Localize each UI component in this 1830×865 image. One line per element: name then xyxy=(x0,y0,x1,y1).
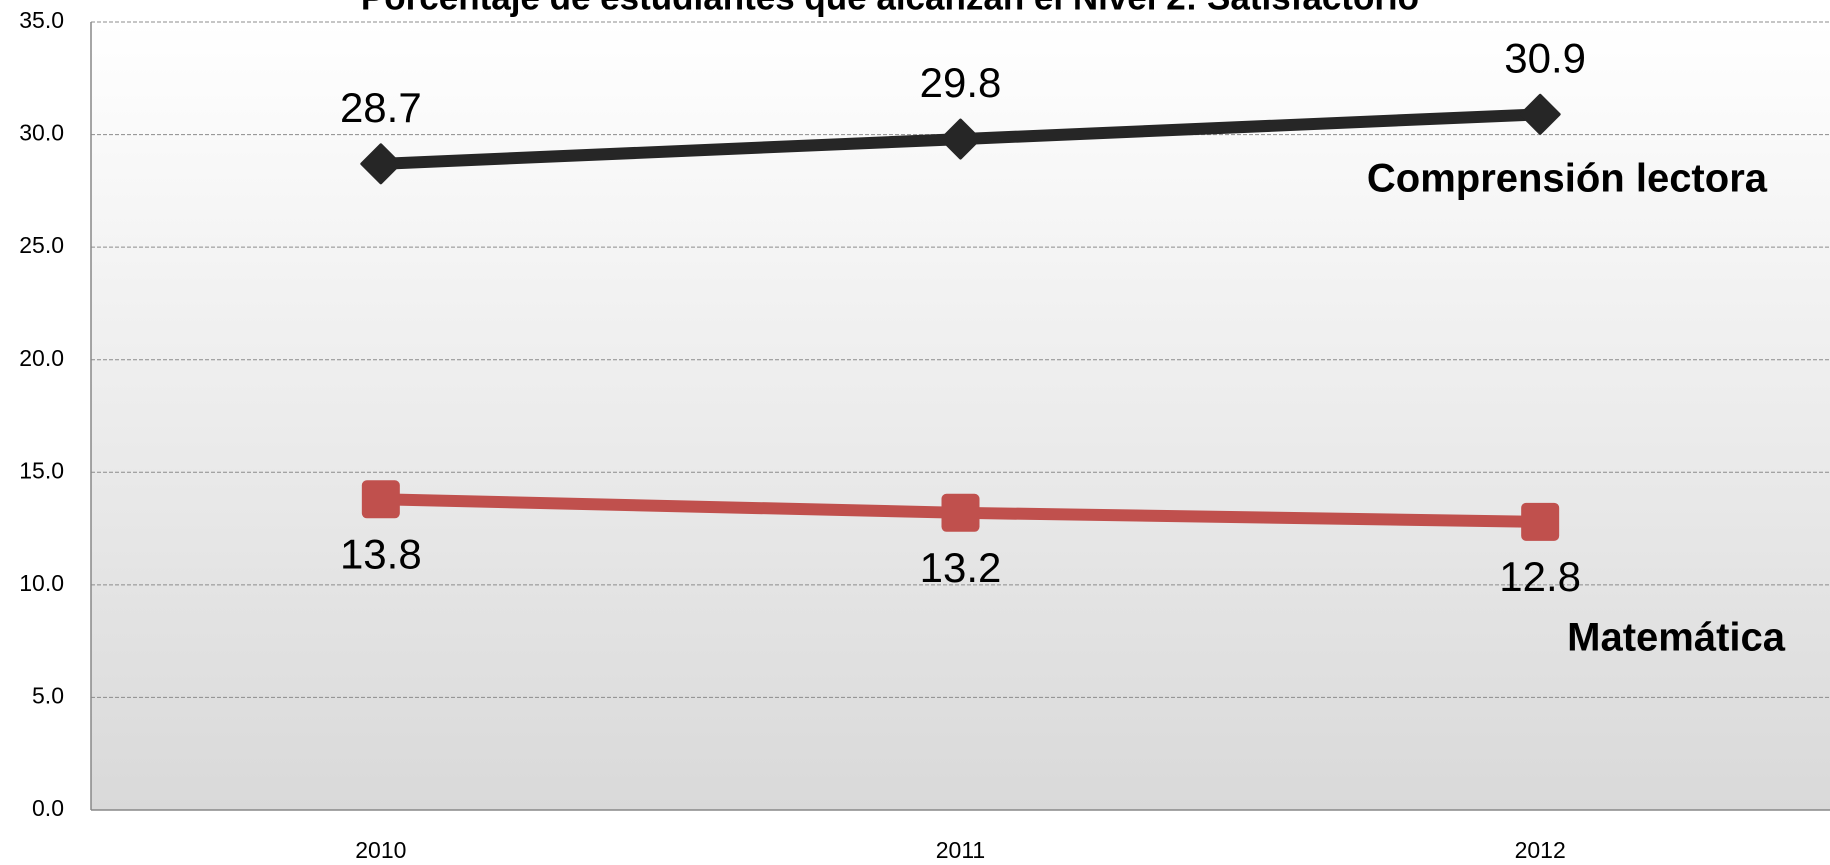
chart-title: Porcentaje de estudiantes que alcanzan e… xyxy=(361,0,1419,17)
y-tick-label: 35.0 xyxy=(19,7,64,33)
data-label: 28.7 xyxy=(340,84,422,131)
marker xyxy=(941,493,980,532)
data-label: 13.2 xyxy=(920,544,1002,591)
y-tick-label: 30.0 xyxy=(19,120,64,146)
series-label: Comprensión lectora xyxy=(1367,157,1768,201)
y-tick-label: 10.0 xyxy=(19,570,64,596)
y-tick-label: 5.0 xyxy=(32,683,64,709)
y-tick-label: 0.0 xyxy=(32,795,64,821)
y-tick-label: 15.0 xyxy=(19,457,64,483)
data-label: 12.8 xyxy=(1499,553,1581,600)
marker xyxy=(1519,93,1561,135)
marker xyxy=(940,118,981,160)
series-label: Matemática xyxy=(1567,616,1786,660)
marker xyxy=(1521,502,1560,541)
y-tick-label: 25.0 xyxy=(19,232,64,258)
data-label: 30.9 xyxy=(1504,34,1586,81)
marker xyxy=(360,143,402,185)
x-tick-label: 2010 xyxy=(355,837,406,863)
x-tick-label: 2012 xyxy=(1515,837,1566,863)
data-label: 13.8 xyxy=(340,530,422,577)
marker xyxy=(361,480,400,519)
x-tick-label: 2011 xyxy=(936,837,985,863)
y-tick-label: 20.0 xyxy=(19,345,64,371)
data-label: 29.8 xyxy=(920,59,1002,106)
